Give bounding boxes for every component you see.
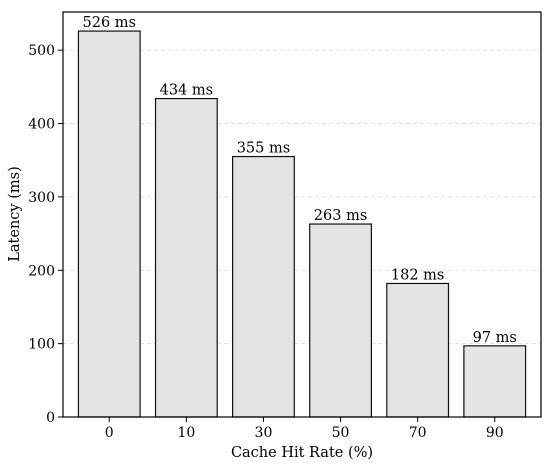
y-tick-label: 300	[28, 190, 55, 206]
bar-value-label: 355 ms	[237, 141, 290, 157]
bar-value-label: 526 ms	[83, 15, 136, 31]
bar	[309, 223, 372, 418]
x-tick-label: 10	[177, 425, 195, 441]
x-tick-label: 30	[255, 425, 273, 441]
x-tick-label: 50	[332, 425, 350, 441]
y-tick-label: 0	[46, 410, 55, 426]
data-labels: 526 ms 434 ms 355 ms 263 ms 182 ms 97 ms	[83, 15, 517, 346]
bar-value-label: 97 ms	[473, 330, 517, 346]
bar	[386, 282, 450, 418]
y-axis-label: Latency (ms)	[7, 166, 23, 261]
y-tick-label: 500	[28, 43, 55, 59]
plot-frame	[62, 11, 542, 418]
bar-value-label: 263 ms	[314, 208, 367, 224]
bar	[77, 30, 141, 418]
x-axis-ticks: 0 10 30 50 70 90	[105, 417, 504, 441]
x-axis-label: Cache Hit Rate (%)	[231, 445, 373, 461]
y-tick-label: 200	[28, 263, 55, 279]
x-tick-label: 0	[105, 425, 114, 441]
bar-value-label: 434 ms	[160, 83, 213, 99]
bar	[232, 155, 295, 418]
y-tick-label: 400	[28, 117, 55, 133]
bar	[154, 97, 218, 418]
bars	[77, 30, 527, 418]
bar	[463, 345, 527, 418]
y-tick-label: 100	[28, 337, 55, 353]
x-tick-label: 90	[486, 425, 504, 441]
bar-value-label: 182 ms	[391, 267, 444, 283]
x-tick-label: 70	[409, 425, 427, 441]
y-axis-ticks: 0 100 200 300 400 500	[28, 43, 63, 426]
gridlines	[63, 49, 541, 345]
